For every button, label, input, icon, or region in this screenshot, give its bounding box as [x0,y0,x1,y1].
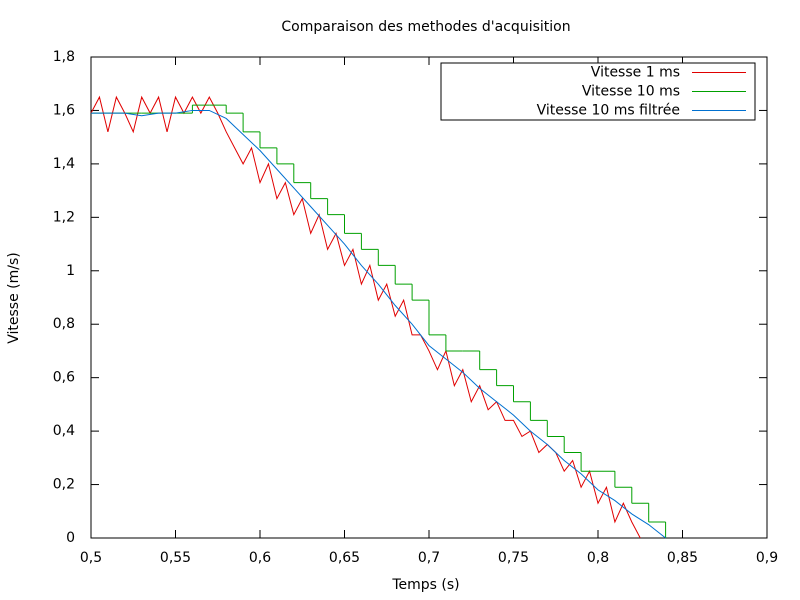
legend-label: Vitesse 1 ms [591,65,680,81]
x-tick-label: 0,9 [756,550,778,566]
y-tick-label: 1,4 [53,156,75,172]
series-line [91,109,666,539]
y-tick-label: 1,8 [53,49,75,65]
legend-label: Vitesse 10 ms [582,84,680,100]
y-tick-label: 1 [66,263,75,279]
series-line [90,95,641,539]
y-tick-label: 0,2 [53,477,75,493]
x-axis-label: Temps (s) [391,577,459,593]
x-tick-label: 0,55 [160,550,191,566]
x-tick-label: 0,65 [329,550,360,566]
y-tick-label: 1,2 [53,209,75,225]
y-tick-label: 0,8 [53,316,75,332]
x-tick-label: 0,75 [498,550,529,566]
y-axis-label: Vitesse (m/s) [6,252,22,344]
y-tick-label: 0,4 [53,423,75,439]
x-tick-label: 0,8 [587,550,609,566]
y-tick-label: 1,6 [53,102,75,118]
x-tick-label: 0,5 [80,550,102,566]
x-tick-label: 0,85 [667,550,698,566]
x-tick-label: 0,6 [249,550,271,566]
plot-frame [90,56,768,539]
y-tick-label: 0,6 [53,370,75,386]
legend-label: Vitesse 10 ms filtrée [537,103,680,119]
chart-title: Comparaison des methodes d'acquisition [281,19,570,35]
y-tick-label: 0 [66,530,75,546]
x-tick-label: 0,7 [418,550,440,566]
